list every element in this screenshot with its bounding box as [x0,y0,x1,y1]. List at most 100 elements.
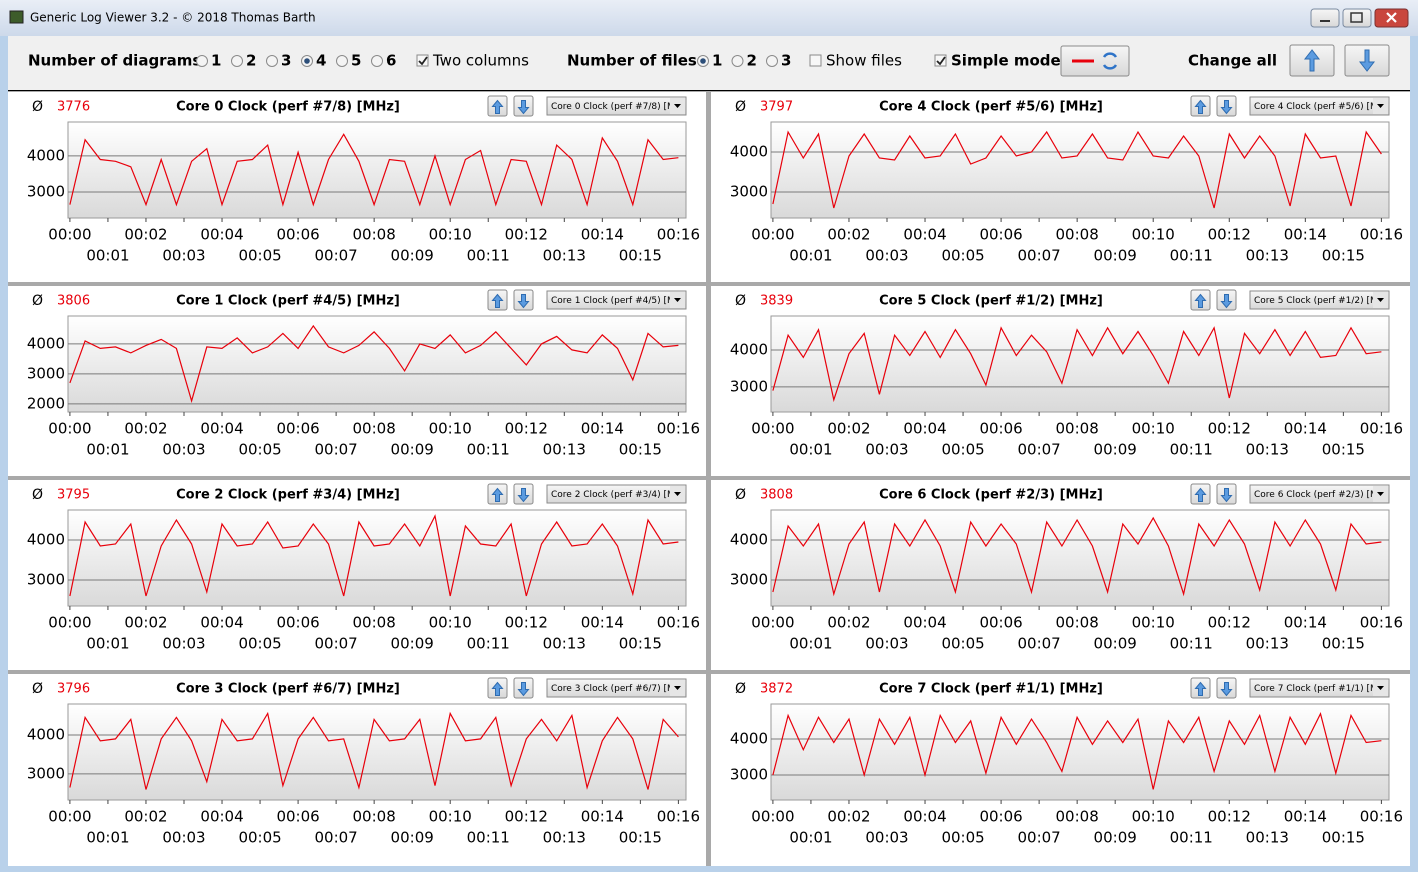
diagram-title: Core 1 Clock (perf #4/5) [MHz] [176,294,400,309]
x-tick-label: 00:02 [124,420,167,438]
diagrams-radio[interactable] [371,55,383,67]
channel-dropdown[interactable] [546,290,687,310]
x-tick-label: 00:02 [827,808,870,826]
move-up-button-icon [491,293,504,308]
dropdown-arrow [1377,686,1384,690]
x-tick-label: 00:13 [543,635,586,653]
channel-dropdown[interactable] [546,484,687,504]
x-tick-label: 00:06 [276,420,319,438]
diagram-panel: Ø 3795 Core 2 Clock (perf #3/4) [MHz] Core … [8,480,706,670]
diagrams-label: Number of diagrams [28,52,201,70]
x-tick-label: 00:02 [827,226,870,244]
x-tick-label: 00:06 [979,226,1022,244]
x-tick-label: 00:00 [48,420,91,438]
maximize-button[interactable] [1342,8,1372,28]
channel-dropdown-text: Core 2 Clock (perf #3/4) [M [551,490,675,500]
move-up-button-icon [491,681,504,696]
x-tick-label: 00:13 [1246,247,1289,265]
x-tick-label: 00:06 [276,226,319,244]
diagrams-radio[interactable] [196,55,208,67]
x-tick-label: 00:01 [789,247,832,265]
average-symbol: Ø [32,681,43,697]
toolbar-controls: Number of diagrams 1 2 3 4 5 6 Two columns Numbe… [28,52,1277,70]
minimize-button[interactable] [1310,8,1340,28]
y-tick-label: 3000 [27,571,65,589]
average-value: 3839 [760,294,793,309]
channel-dropdown[interactable] [1249,678,1390,698]
x-tick-label: 00:06 [276,614,319,632]
diagrams-radio[interactable] [231,55,243,67]
two-columns-checkbox[interactable] [416,54,429,67]
x-tick-label: 00:02 [827,614,870,632]
simple-mode-checkbox[interactable] [934,54,947,67]
show-files-checkbox[interactable] [809,54,822,67]
clock-line [69,514,679,597]
x-tick-label: 00:05 [238,247,281,265]
x-tick-label: 00:03 [162,247,205,265]
diagram-panel: Ø 3797 Core 4 Clock (perf #5/6) [MHz] Core … [711,92,1410,282]
x-tick-label: 00:00 [751,420,794,438]
x-tick-label: 00:15 [1322,829,1365,847]
color-sync-button[interactable] [1060,45,1130,77]
diagrams-radio-label: 3 [281,52,291,70]
plot-area [67,315,687,413]
x-tick-label: 00:03 [865,635,908,653]
clock-line [772,516,1382,597]
files-label: Number of files [567,52,697,70]
channel-dropdown[interactable] [546,678,687,698]
x-tick-label: 00:11 [467,441,510,459]
x-tick-label: 00:08 [353,420,396,438]
x-tick-label: 00:10 [429,808,472,826]
diagram-title: Core 6 Clock (perf #2/3) [MHz] [879,488,1103,503]
clock-line [772,130,1382,209]
channel-dropdown[interactable] [1249,290,1390,310]
diagram-title: Core 2 Clock (perf #3/4) [MHz] [176,488,400,503]
x-tick-label: 00:12 [505,808,548,826]
x-tick-label: 00:11 [467,247,510,265]
x-tick-label: 00:10 [1132,808,1175,826]
channel-dropdown[interactable] [546,96,687,116]
diagrams-radio-dot [304,58,310,64]
clock-line [69,133,679,207]
x-tick-label: 00:08 [353,808,396,826]
files-radio-dot [700,58,706,64]
x-tick-label: 00:06 [979,808,1022,826]
y-tick-label: 3000 [27,183,65,201]
average-symbol: Ø [735,293,746,309]
x-tick-label: 00:04 [200,420,243,438]
files-radio[interactable] [731,55,744,67]
x-tick-label: 00:04 [200,226,243,244]
clock-line [772,326,1382,403]
y-tick-label: 3000 [730,571,768,589]
channel-dropdown[interactable] [1249,96,1390,116]
x-tick-label: 00:07 [1017,441,1060,459]
dropdown-arrow [674,298,681,302]
diagrams-radio[interactable] [336,55,348,67]
channel-dropdown-text: Core 4 Clock (perf #5/6) [M [1254,102,1378,112]
files-radio[interactable] [766,55,778,67]
x-tick-label: 00:02 [124,614,167,632]
diagram-panel: Ø 3776 Core 0 Clock (perf #7/8) [MHz] Core … [8,92,706,282]
x-tick-label: 00:05 [238,635,281,653]
channel-dropdown-text: Core 5 Clock (perf #1/2) [M [1254,296,1378,306]
x-tick-label: 00:02 [124,808,167,826]
maximize-icon [1350,12,1363,23]
x-tick-label: 00:04 [903,420,946,438]
x-tick-label: 00:14 [1284,614,1327,632]
x-tick-label: 00:14 [1284,226,1327,244]
x-tick-label: 00:13 [1246,635,1289,653]
y-tick-label: 2000 [27,394,65,412]
close-icon [1386,12,1397,23]
move-up-button-icon [1194,681,1207,696]
x-tick-label: 00:03 [865,829,908,847]
x-tick-label: 00:07 [1017,635,1060,653]
x-tick-label: 00:15 [619,635,662,653]
diagrams-radio[interactable] [266,55,278,67]
x-tick-label: 00:01 [86,441,129,459]
channel-dropdown[interactable] [1249,484,1390,504]
x-tick-label: 00:00 [48,808,91,826]
y-tick-label: 3000 [27,764,65,782]
plot-area [770,315,1390,413]
y-tick-label: 4000 [27,531,65,549]
dropdown-arrow [1377,298,1384,302]
